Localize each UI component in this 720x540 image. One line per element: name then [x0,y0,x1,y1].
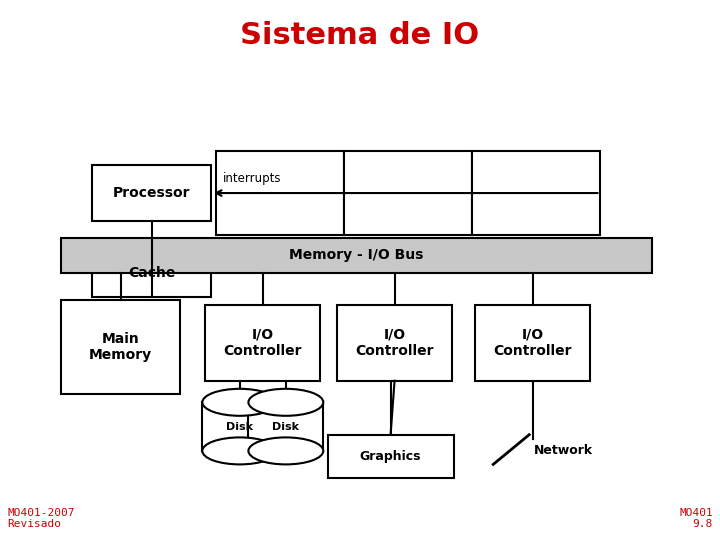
Ellipse shape [248,437,323,464]
Text: Graphics: Graphics [360,450,421,463]
Bar [328,435,454,478]
Text: Disk: Disk [272,422,300,431]
Bar [205,305,320,381]
Bar [61,238,652,273]
Bar [216,151,344,235]
Text: I/O
Controller: I/O Controller [223,328,302,358]
Bar [344,151,472,235]
Bar [337,305,452,381]
Text: I/O
Controller: I/O Controller [493,328,572,358]
Text: Memory - I/O Bus: Memory - I/O Bus [289,248,423,262]
Text: I/O
Controller: I/O Controller [355,328,434,358]
Bar [248,402,323,451]
Text: Network: Network [534,444,593,457]
Bar [61,300,180,394]
Bar [475,305,590,381]
Bar [92,165,211,221]
Text: Disk: Disk [226,422,253,431]
Ellipse shape [202,389,277,416]
Text: Processor: Processor [113,186,190,200]
Text: MO401-2007
Revisado: MO401-2007 Revisado [7,508,75,529]
Bar [472,151,600,235]
Text: MO401
9.8: MO401 9.8 [679,508,713,529]
Bar [202,402,277,451]
Text: Sistema de IO: Sistema de IO [240,21,480,50]
Text: interrupts: interrupts [223,172,282,185]
Ellipse shape [248,389,323,416]
Ellipse shape [202,437,277,464]
Text: Cache: Cache [128,266,175,280]
Bar [92,248,211,297]
Text: Main
Memory: Main Memory [89,332,152,362]
